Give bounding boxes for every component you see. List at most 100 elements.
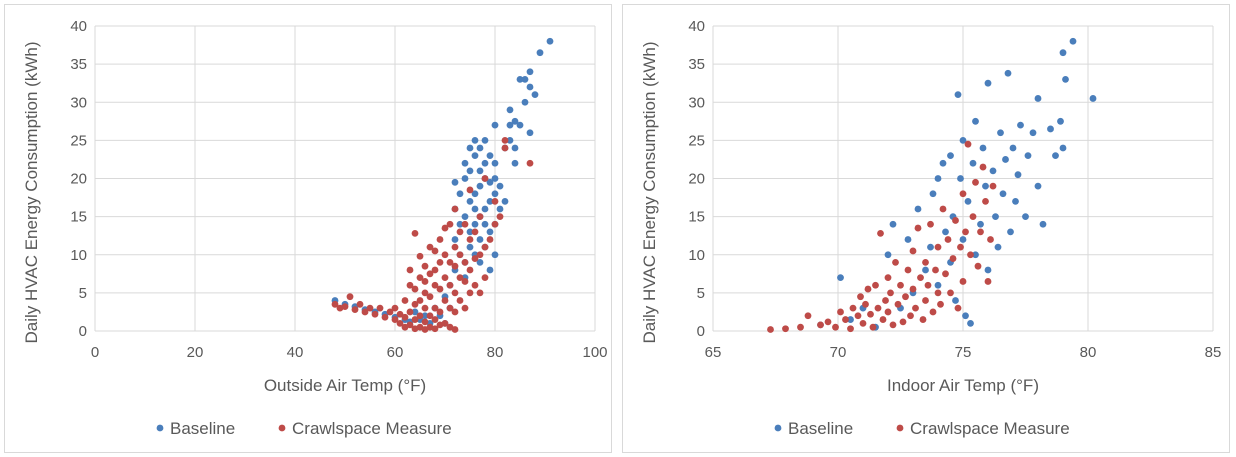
data-point xyxy=(506,136,514,144)
data-point xyxy=(884,274,892,282)
data-point xyxy=(501,136,509,144)
data-point xyxy=(957,175,964,182)
data-point xyxy=(346,293,354,301)
data-point xyxy=(837,308,844,316)
data-point xyxy=(491,159,499,167)
data-point xyxy=(506,106,514,114)
data-point xyxy=(416,274,424,282)
data-point xyxy=(431,281,439,289)
data-point xyxy=(1052,152,1059,160)
data-point xyxy=(914,205,922,213)
data-point xyxy=(501,197,509,205)
data-point xyxy=(331,300,339,308)
data-point xyxy=(406,281,414,289)
data-point xyxy=(476,258,484,266)
data-point xyxy=(967,251,974,259)
data-point xyxy=(461,213,469,221)
data-point xyxy=(476,236,484,243)
data-point xyxy=(957,243,964,251)
data-point xyxy=(461,304,469,312)
data-point xyxy=(889,220,897,228)
x-tick-label: 65 xyxy=(705,344,722,361)
data-point xyxy=(909,247,917,255)
data-point xyxy=(491,251,499,259)
series-crawlspace xyxy=(331,136,534,333)
data-point xyxy=(934,175,942,182)
data-point xyxy=(476,289,484,297)
data-point xyxy=(974,262,982,270)
data-point xyxy=(421,262,429,270)
scatter-chart-indoor: 0 5 10 15 20 25 30 35 40 65 70 75 80 85 Indoor Air Tem… xyxy=(640,18,1222,438)
data-point xyxy=(491,197,499,205)
data-point xyxy=(867,310,874,318)
y-tick-label: 35 xyxy=(70,56,87,73)
data-point xyxy=(446,281,454,289)
data-point xyxy=(1062,75,1069,83)
data-point xyxy=(471,205,479,213)
data-point xyxy=(481,175,489,182)
data-point xyxy=(1012,197,1019,205)
data-point xyxy=(391,304,399,312)
data-point xyxy=(999,190,1007,198)
data-point xyxy=(1089,95,1097,102)
x-tick-label: 85 xyxy=(1205,344,1222,361)
y-tick-label: 25 xyxy=(70,132,87,149)
data-point xyxy=(481,274,489,282)
data-point xyxy=(466,228,474,236)
data-point xyxy=(1059,144,1067,152)
chart-panel-outside: 0 5 10 15 20 25 30 35 40 0 20 40 60 80 100 Outside Air … xyxy=(4,4,612,453)
data-point xyxy=(934,281,942,289)
data-point xyxy=(521,98,529,106)
data-point xyxy=(396,319,404,327)
data-point xyxy=(877,230,884,237)
data-point xyxy=(1034,95,1042,102)
data-point xyxy=(431,266,439,274)
data-point xyxy=(927,220,934,228)
data-point xyxy=(431,316,439,323)
data-point xyxy=(471,255,479,262)
data-point xyxy=(466,266,474,274)
data-point xyxy=(982,182,989,190)
data-point xyxy=(451,289,459,297)
data-point xyxy=(386,308,394,316)
data-point xyxy=(406,321,414,329)
data-point xyxy=(511,117,519,125)
data-point xyxy=(421,278,429,285)
y-tick-label: 5 xyxy=(697,285,705,302)
data-point xyxy=(446,304,454,312)
data-point xyxy=(969,213,977,221)
data-point xyxy=(1059,49,1067,57)
data-point xyxy=(466,243,474,251)
y-axis-label: Daily HVAC Energy Consumption (kWh) xyxy=(640,42,659,344)
data-point xyxy=(797,323,804,331)
data-point xyxy=(486,152,494,160)
data-point xyxy=(406,266,414,274)
data-point xyxy=(952,297,959,304)
data-point xyxy=(914,224,922,232)
data-point xyxy=(431,304,439,312)
data-point xyxy=(436,236,444,243)
x-tick-label: 80 xyxy=(487,344,504,361)
data-point xyxy=(922,266,929,274)
data-point xyxy=(989,167,997,175)
data-point xyxy=(441,251,449,259)
data-point xyxy=(1002,156,1009,163)
y-tick-label: 40 xyxy=(70,18,87,35)
y-tick-label: 30 xyxy=(688,94,705,111)
data-point xyxy=(847,325,854,333)
legend-marker xyxy=(896,424,904,432)
data-point xyxy=(416,297,424,304)
data-point xyxy=(371,310,379,318)
data-point xyxy=(486,228,494,236)
data-point xyxy=(441,274,449,282)
data-point xyxy=(471,136,479,144)
data-point xyxy=(486,178,494,186)
data-point xyxy=(917,274,924,282)
data-point xyxy=(912,304,919,312)
data-point xyxy=(456,228,464,236)
data-point xyxy=(471,152,479,160)
data-point xyxy=(979,144,987,152)
legend-label: Baseline xyxy=(170,419,235,438)
data-point xyxy=(451,262,459,270)
x-tick-label: 60 xyxy=(387,344,404,361)
